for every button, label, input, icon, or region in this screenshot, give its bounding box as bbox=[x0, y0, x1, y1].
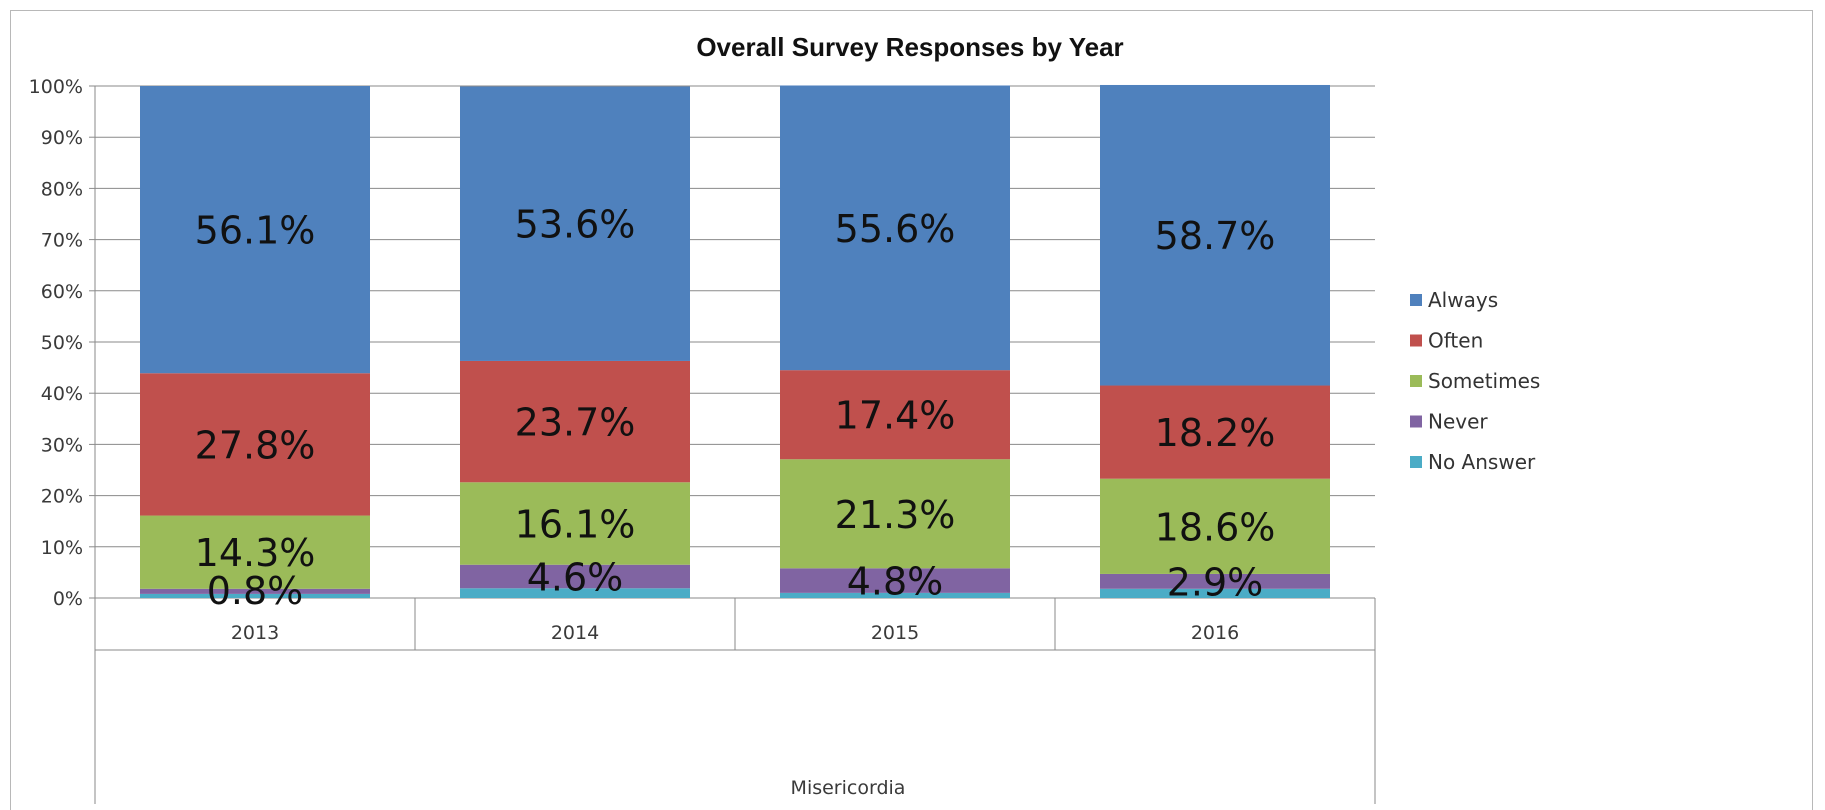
legend-swatch bbox=[1410, 334, 1422, 347]
bar-segment-never bbox=[460, 564, 690, 589]
data-label: 4.6% bbox=[527, 555, 624, 599]
legend-swatch bbox=[1410, 415, 1422, 428]
chart-frame bbox=[10, 10, 1813, 810]
bar-segment-sometimes bbox=[1100, 478, 1330, 574]
data-label: 23.7% bbox=[515, 401, 636, 445]
y-tick-label: 10% bbox=[41, 537, 83, 559]
legend-swatch bbox=[1410, 375, 1422, 387]
x-tick-label: 2016 bbox=[1191, 622, 1239, 644]
data-label: 2.9% bbox=[1167, 560, 1264, 604]
y-tick-label: 70% bbox=[41, 230, 83, 252]
data-label: 16.1% bbox=[515, 503, 636, 547]
x-axis-title: Misericordia bbox=[791, 777, 906, 799]
bar-segment-always bbox=[780, 85, 1010, 371]
data-label: 55.6% bbox=[835, 207, 956, 251]
x-tick-label: 2015 bbox=[871, 622, 919, 644]
data-label: 18.2% bbox=[1155, 411, 1276, 455]
data-label: 53.6% bbox=[515, 203, 636, 247]
chart-title: Overall Survey Responses by Year bbox=[696, 32, 1123, 62]
data-label: 14.3% bbox=[195, 531, 316, 575]
y-tick-label: 50% bbox=[41, 332, 83, 354]
legend-label: Never bbox=[1428, 410, 1488, 434]
legend-label: No Answer bbox=[1428, 450, 1536, 474]
legend-label: Sometimes bbox=[1428, 369, 1540, 393]
data-label: 4.8% bbox=[847, 560, 944, 604]
data-label: 0.8% bbox=[207, 569, 304, 613]
data-label: 18.6% bbox=[1155, 505, 1276, 549]
bar-segment-often bbox=[460, 360, 690, 483]
data-label: 56.1% bbox=[195, 209, 316, 253]
data-label: 58.7% bbox=[1155, 214, 1276, 258]
y-tick-label: 0% bbox=[53, 588, 83, 610]
bar-segment-always bbox=[140, 86, 370, 374]
bar-segment-no-answer bbox=[460, 588, 690, 598]
x-tick-label: 2014 bbox=[551, 622, 599, 644]
bar-segment-never bbox=[1100, 573, 1330, 589]
bar-segment-sometimes bbox=[780, 459, 1010, 569]
data-label: 27.8% bbox=[195, 423, 316, 467]
y-tick-label: 20% bbox=[41, 486, 83, 508]
legend-label: Always bbox=[1428, 288, 1498, 312]
y-tick-label: 90% bbox=[41, 127, 83, 149]
y-tick-label: 60% bbox=[41, 281, 83, 303]
bar-segment-often bbox=[140, 373, 370, 516]
data-labels: 0.8%14.3% 27.8% 56.1% 4.6% 16.1% 23.7% 53.6% 4.… bbox=[195, 203, 1276, 613]
bar-segment-sometimes bbox=[460, 482, 690, 565]
bar-segment-always bbox=[460, 86, 690, 361]
x-tick-label: 2013 bbox=[231, 622, 279, 644]
y-tick-label: 30% bbox=[41, 434, 83, 456]
y-tick-label: 80% bbox=[41, 178, 83, 200]
bar-segment-no-answer bbox=[140, 593, 370, 598]
bar-segment-always bbox=[1100, 84, 1330, 386]
bar-segment-no-answer bbox=[1100, 588, 1330, 598]
legend-label: Often bbox=[1428, 329, 1483, 353]
legend-swatch bbox=[1410, 294, 1422, 306]
bar-segment-often bbox=[1100, 385, 1330, 479]
y-tick-label: 40% bbox=[41, 383, 83, 405]
bar-segment-sometimes bbox=[140, 515, 370, 589]
legend-swatch bbox=[1410, 456, 1422, 468]
data-label: 17.4% bbox=[835, 394, 956, 438]
data-label: 21.3% bbox=[835, 493, 956, 537]
bar-segment-never bbox=[140, 588, 370, 594]
y-tick-label: 100% bbox=[29, 76, 83, 98]
bars bbox=[140, 84, 1330, 598]
legend: Always Often Sometimes Never No Answer bbox=[1410, 288, 1540, 474]
bar-segment-never bbox=[780, 568, 1010, 593]
bar-segment-often bbox=[780, 370, 1010, 460]
axes: 0% 10% 20% 30% 40% 50% 60% 70% 80% 90% 100% 2013 201… bbox=[29, 76, 1376, 804]
bar-segment-no-answer bbox=[780, 592, 1010, 598]
